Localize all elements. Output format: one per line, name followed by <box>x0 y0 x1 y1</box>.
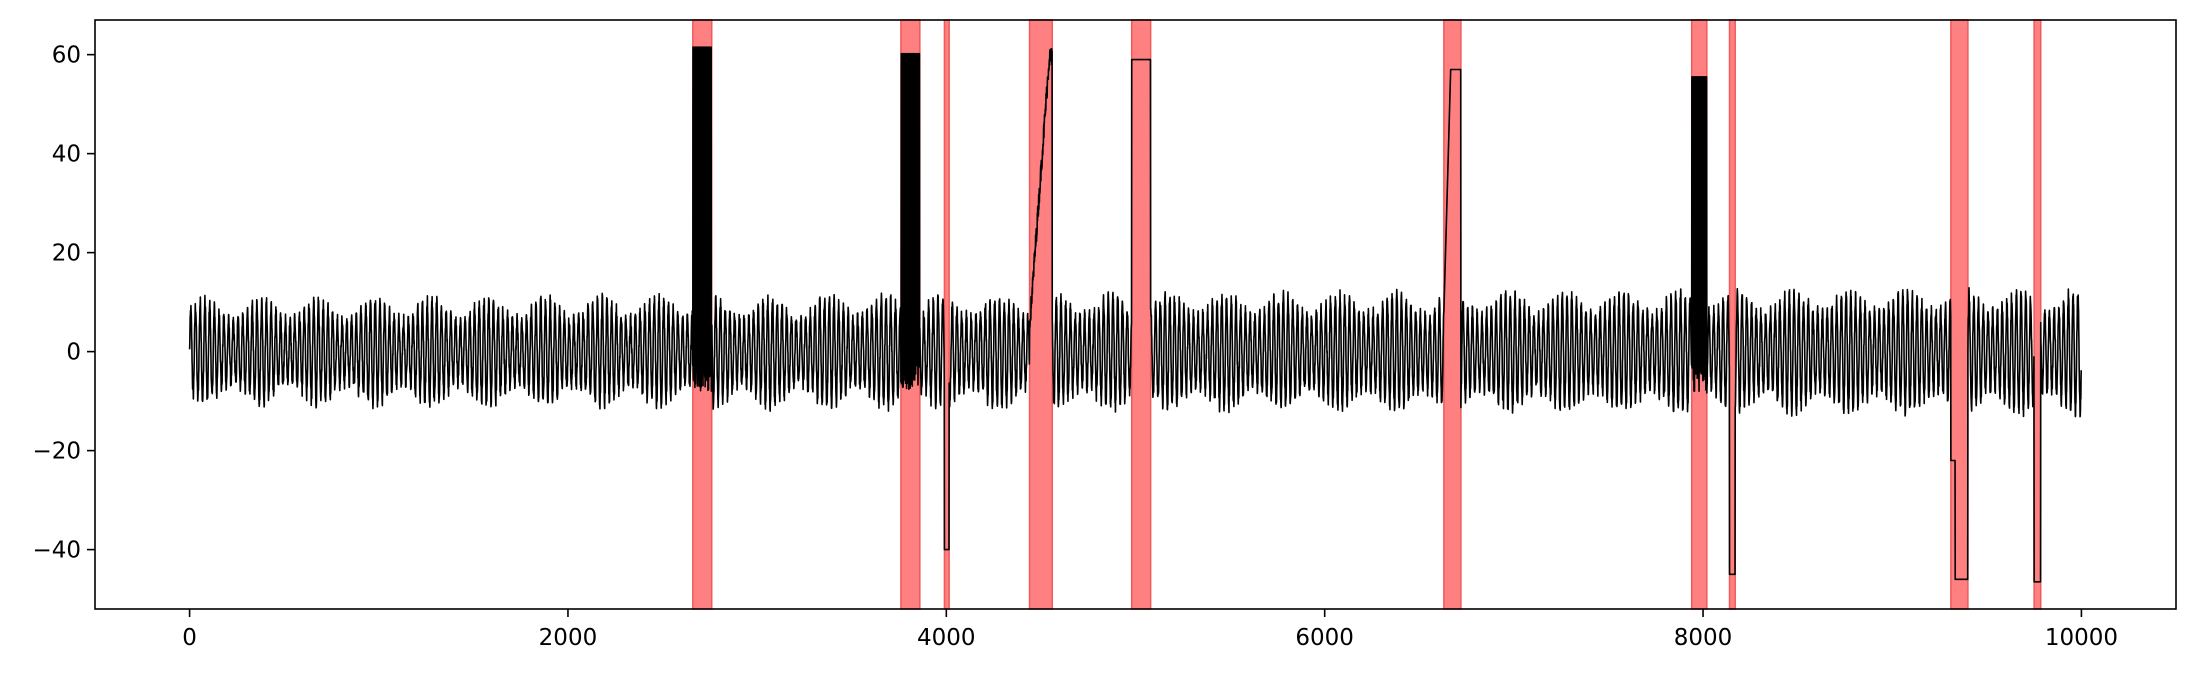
x-tick-label: 6000 <box>1295 625 1354 651</box>
y-tick-label: −20 <box>32 439 81 465</box>
y-tick-label: −40 <box>32 538 81 564</box>
anomaly-span-4 <box>1028 19 1054 610</box>
signal-series <box>188 46 2083 583</box>
x-tick-label: 8000 <box>1674 625 1733 651</box>
y-tick-label: 0 <box>66 340 81 366</box>
y-axis: −40 −20 0 20 40 60 <box>32 43 95 564</box>
y-tick-label: 40 <box>52 142 81 168</box>
anomaly-span-9 <box>1950 19 1969 610</box>
x-tick-label: 4000 <box>917 625 976 651</box>
anomaly-span-5 <box>1130 19 1152 610</box>
plot-frame <box>94 19 2177 610</box>
anomaly-span-10 <box>2033 19 2042 610</box>
anomaly-span-6 <box>1443 19 1462 610</box>
x-tick-label: 10000 <box>2045 625 2118 651</box>
y-tick-label: 20 <box>52 241 81 267</box>
x-axis: 0 2000 4000 6000 8000 10000 <box>182 609 2118 651</box>
x-tick-label: 0 <box>182 625 197 651</box>
signal-line <box>188 46 2083 583</box>
x-tick-label: 2000 <box>539 625 598 651</box>
y-tick-label: 60 <box>52 43 81 69</box>
